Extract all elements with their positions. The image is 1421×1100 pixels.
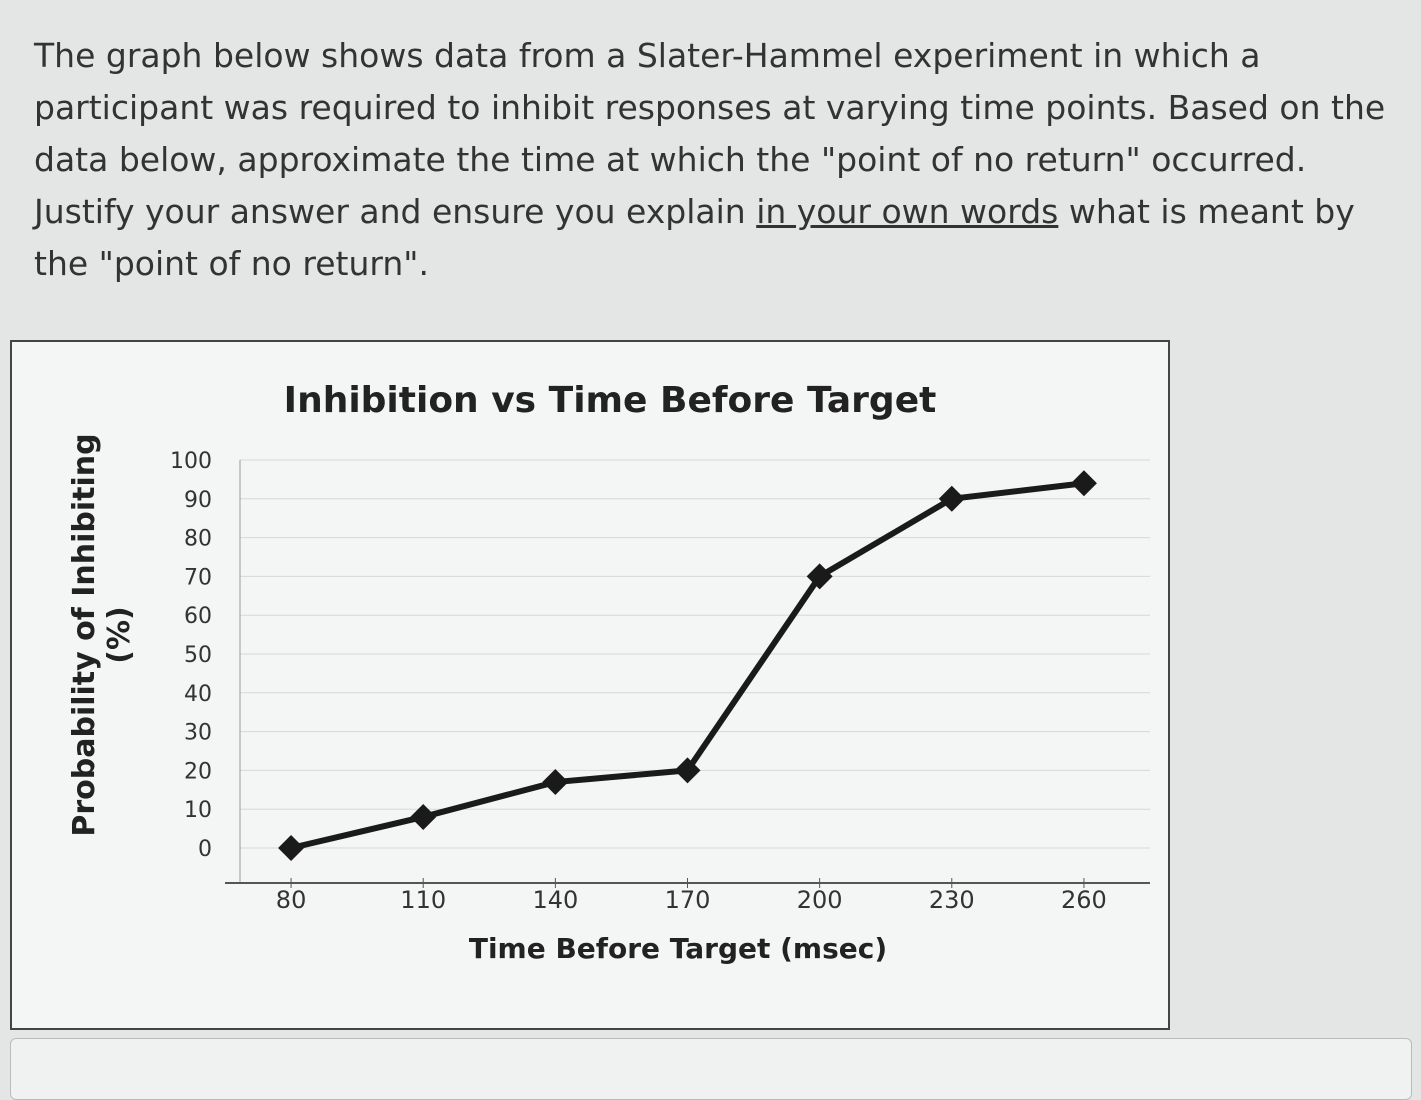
x-tick-label: 260 (1061, 886, 1107, 914)
chart-box (10, 340, 1170, 1030)
y-tick-label: 40 (184, 682, 212, 707)
data-point (542, 769, 569, 796)
answer-box[interactable] (10, 1038, 1412, 1100)
y-tick-label: 30 (184, 721, 212, 746)
data-point (938, 485, 965, 512)
y-tick-label: 60 (184, 604, 212, 629)
y-tick-label: 10 (184, 798, 212, 823)
data-point (1070, 470, 1097, 497)
question-text: what is meant by the "point of no return… (34, 192, 1355, 283)
data-point (278, 835, 305, 861)
y-axis-label: Probability of Inhibiting (%) (67, 433, 137, 837)
x-tick-label: 110 (400, 886, 446, 914)
data-point (410, 803, 437, 830)
x-tick-label: 80 (276, 886, 307, 914)
y-tick-label: 80 (184, 527, 212, 552)
chart-title: Inhibition vs Time Before Target (284, 380, 937, 421)
x-tick-label: 140 (532, 886, 578, 914)
y-tick-label: 20 (184, 759, 212, 784)
data-point (806, 563, 833, 590)
y-tick-label: 50 (184, 643, 212, 668)
question-emphasis: in your own words (756, 192, 1059, 231)
data-point (674, 757, 701, 784)
question-text: The graph below shows data from a Slater… (34, 36, 1386, 231)
x-tick-label: 200 (797, 886, 843, 914)
y-tick-label: 0 (198, 837, 212, 862)
y-tick-label: 90 (184, 488, 212, 513)
y-tick-label: 70 (184, 565, 212, 590)
question: The graph below shows data from a Slater… (34, 30, 1394, 290)
x-tick-label: 230 (929, 886, 975, 914)
x-tick-label: 170 (665, 886, 711, 914)
y-tick-label: 100 (170, 449, 212, 474)
x-axis-label: Time Before Target (msec) (469, 932, 887, 965)
